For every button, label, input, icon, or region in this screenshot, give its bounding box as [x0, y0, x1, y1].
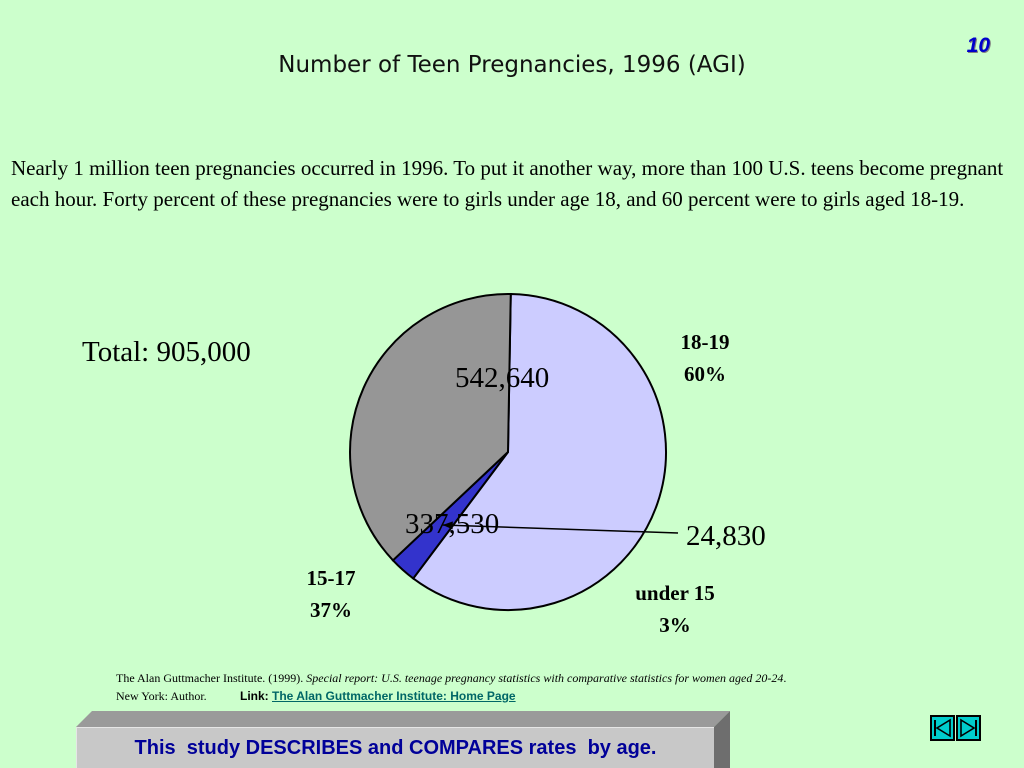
- citation: The Alan Guttmacher Institute. (1999). S…: [116, 671, 787, 703]
- pie-slice-15-17: [349, 293, 512, 562]
- leader-arrowhead: [442, 521, 453, 530]
- banner-bevel-top: [76, 711, 730, 727]
- category-label-under-15: under 15 3%: [635, 581, 715, 637]
- value-label-18-19: 542,640: [455, 362, 550, 394]
- category-label-18-19: 18-19 60%: [680, 330, 730, 386]
- slide-number: 10: [966, 34, 990, 57]
- previous-icon: [934, 718, 951, 738]
- link-line: Link: The Alan Guttmacher Institute: Hom…: [240, 689, 516, 703]
- summary-banner: This study DESCRIBES and COMPARES rates …: [76, 711, 730, 768]
- banner-text: This study DESCRIBES and COMPARES rates …: [76, 727, 714, 768]
- intro-paragraph: Nearly 1 million teen pregnancies occurr…: [11, 156, 1004, 211]
- total-label: Total: 905,000: [82, 336, 251, 368]
- link-prefix: Link:: [240, 689, 272, 703]
- previous-slide-button[interactable]: [930, 715, 955, 741]
- next-icon: [960, 718, 977, 738]
- banner-bevel-side: [714, 711, 730, 768]
- value-label-under-15: 24,830: [686, 520, 766, 552]
- guttmacher-home-link[interactable]: The Alan Guttmacher Institute: Home Page: [272, 689, 516, 703]
- leader-line: [442, 524, 679, 534]
- page-title: Number of Teen Pregnancies, 1996 (AGI): [278, 52, 746, 78]
- value-label-15-17: 337,530: [405, 508, 500, 540]
- category-label-15-17: 15-17 37%: [306, 566, 356, 622]
- next-slide-button[interactable]: [956, 715, 981, 741]
